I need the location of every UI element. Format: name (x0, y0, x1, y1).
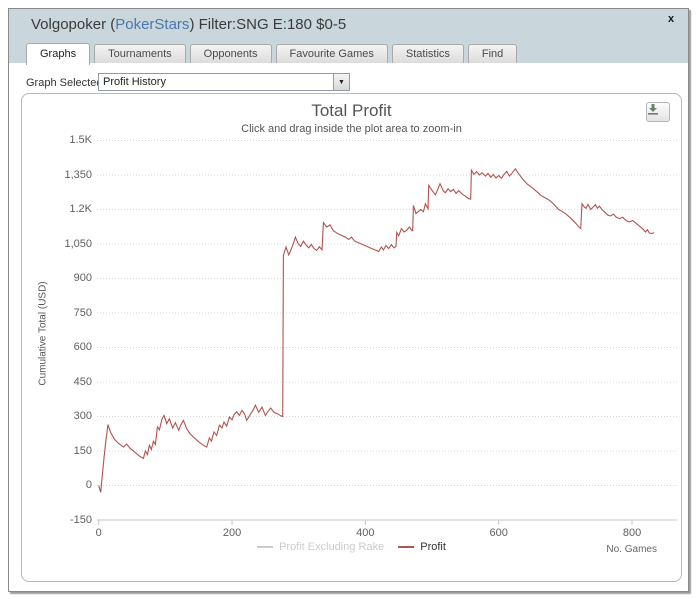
window-header: Volgopoker (PokerStars) Filter:SNG E:180… (9, 9, 688, 65)
legend-item-profit[interactable]: Profit (398, 541, 446, 553)
y-tick-label: 900 (73, 272, 92, 284)
y-tick-label: 450 (73, 375, 92, 388)
y-tick-label: 1.2K (69, 203, 92, 215)
title-filter-text: ) Filter:SNG E:180 $0-5 (189, 16, 347, 33)
x-tick-label: 800 (622, 527, 642, 539)
y-tick-label: 300 (73, 410, 92, 422)
title-site-link[interactable]: PokerStars (115, 16, 190, 33)
tab-find[interactable]: Find (467, 44, 518, 63)
y-tick-label: 600 (73, 341, 92, 353)
tab-opponents[interactable]: Opponents (189, 44, 272, 63)
graph-selected-label: Graph Selected: (26, 77, 106, 89)
y-tick-label: 0 (85, 479, 92, 491)
title-player-name: Volgopoker ( (31, 16, 116, 33)
graph-select-value: Profit History (103, 76, 166, 88)
legend-line-icon (398, 546, 415, 548)
y-tick-label: 750 (73, 306, 92, 319)
y-tick-label: 150 (73, 444, 92, 457)
legend-line-icon (257, 546, 274, 548)
series-line-profit (98, 167, 655, 493)
chart-title: Total Profit (311, 101, 392, 120)
y-tick-label: -150 (69, 513, 92, 526)
chart-legend: Profit Excluding Rake Profit (22, 541, 681, 553)
tab-statistics[interactable]: Statistics (391, 44, 464, 63)
y-tick-label: 1.5K (69, 134, 92, 146)
window-title: Volgopoker (PokerStars) Filter:SNG E:180… (31, 16, 346, 33)
dropdown-arrow-icon[interactable]: ▼ (333, 74, 349, 90)
close-icon[interactable]: x (667, 13, 675, 25)
y-tick-label: 1,050 (64, 237, 92, 250)
x-tick-label: 0 (95, 527, 102, 539)
x-axis-title: No. Games (606, 544, 657, 555)
legend-label: Profit (420, 541, 446, 553)
download-icon (648, 104, 658, 115)
x-tick-label: 400 (356, 527, 375, 539)
export-chart-button[interactable] (646, 102, 670, 122)
app-window: Volgopoker (PokerStars) Filter:SNG E:180… (8, 8, 689, 592)
legend-item-profit-excluding-rake[interactable]: Profit Excluding Rake (257, 541, 384, 553)
chart-subtitle: Click and drag inside the plot area to z… (241, 123, 462, 135)
x-tick-label: 200 (222, 527, 242, 539)
tab-tournaments[interactable]: Tournaments (94, 44, 186, 63)
graph-select-dropdown[interactable]: Profit History ▼ (98, 73, 350, 91)
legend-label: Profit Excluding Rake (279, 541, 385, 553)
plot-svg (97, 140, 677, 525)
chart-panel: Total Profit Click and drag inside the p… (21, 93, 682, 582)
tab-bar: Graphs Tournaments Opponents Favourite Game… (26, 43, 518, 65)
tab-graphs[interactable]: Graphs (26, 43, 91, 65)
plot-area[interactable] (97, 141, 677, 521)
x-tick-label: 600 (489, 527, 508, 539)
tab-favourite-games[interactable]: Favourite Games (275, 44, 388, 63)
y-tick-label: 1,350 (64, 168, 92, 181)
